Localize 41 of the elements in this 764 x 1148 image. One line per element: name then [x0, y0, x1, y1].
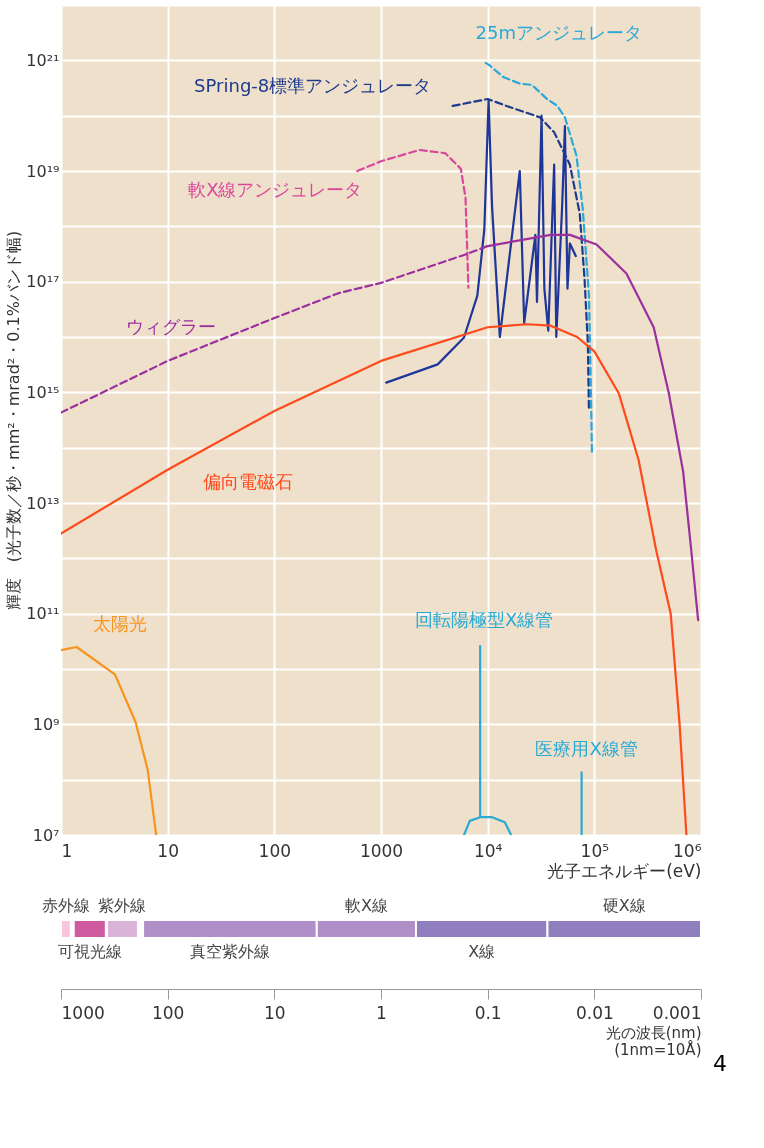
x-tick-label: 0.1 — [474, 1002, 502, 1023]
x-axis-title: 光子エネルギー(eV) — [547, 860, 702, 881]
x-tick-label: 10⁶ — [673, 840, 702, 861]
x-tick-label: 10 — [264, 1002, 286, 1023]
series-label: 軟X線アンジュレータ — [188, 179, 363, 200]
y-tick-label: 10¹⁵ — [26, 382, 60, 402]
series-label: 赤外線 — [41, 896, 90, 915]
series-label: 可視光線 — [57, 942, 122, 961]
x-axis-title: 光の波長(nm) (1nm=10Å) — [605, 1023, 702, 1059]
series-label: 25mアンジュレータ — [475, 21, 642, 43]
series-label: SPring-8標準アンジュレータ — [194, 74, 432, 96]
x-tick-label: 1000 — [61, 1002, 105, 1023]
y-tick-label: 10⁷ — [32, 825, 60, 845]
y-tick-label: 10¹⁹ — [26, 161, 60, 181]
x-tick-label: 1 — [376, 1002, 387, 1023]
series-label: 太陽光 — [93, 613, 147, 635]
y-axis-title: 輝度 (光子数／秒・mm²・mrad²・0.1%バンド幅) — [4, 230, 24, 611]
series-label: 真空紫外線 — [189, 942, 270, 961]
x-tick-label: 10⁵ — [580, 840, 610, 861]
x-tick-label: 10⁴ — [473, 840, 503, 861]
x-tick-label: 0.01 — [575, 1002, 614, 1023]
y-tick-label: 10⁹ — [32, 714, 60, 734]
series-label: 軟X線 — [344, 896, 388, 915]
series-label: 紫外線 — [98, 896, 147, 915]
y-tick-label: 10¹¹ — [26, 604, 60, 624]
x-tick-label: 1 — [61, 840, 73, 861]
x-tick-label: 10 — [157, 840, 179, 861]
series-label: X線 — [468, 942, 496, 961]
series-label: 回転陽極型X線管 — [414, 609, 554, 631]
x-tick-label: 100 — [151, 1002, 185, 1023]
y-tick-label: 10¹³ — [26, 493, 60, 513]
x-tick-label: 1000 — [359, 840, 404, 861]
series-label: 医療用X線管 — [535, 738, 638, 760]
x-tick-label: 0.001 — [652, 1002, 702, 1023]
x-tick-label: 100 — [258, 840, 292, 861]
y-tick-label: 10²¹ — [26, 50, 60, 70]
text: 4 — [713, 1051, 727, 1076]
y-tick-label: 10¹⁷ — [26, 272, 60, 292]
series-label: 偏向電磁石 — [203, 470, 294, 492]
series-label: 硬X線 — [602, 896, 646, 915]
series-label: ウィグラー — [126, 316, 217, 338]
